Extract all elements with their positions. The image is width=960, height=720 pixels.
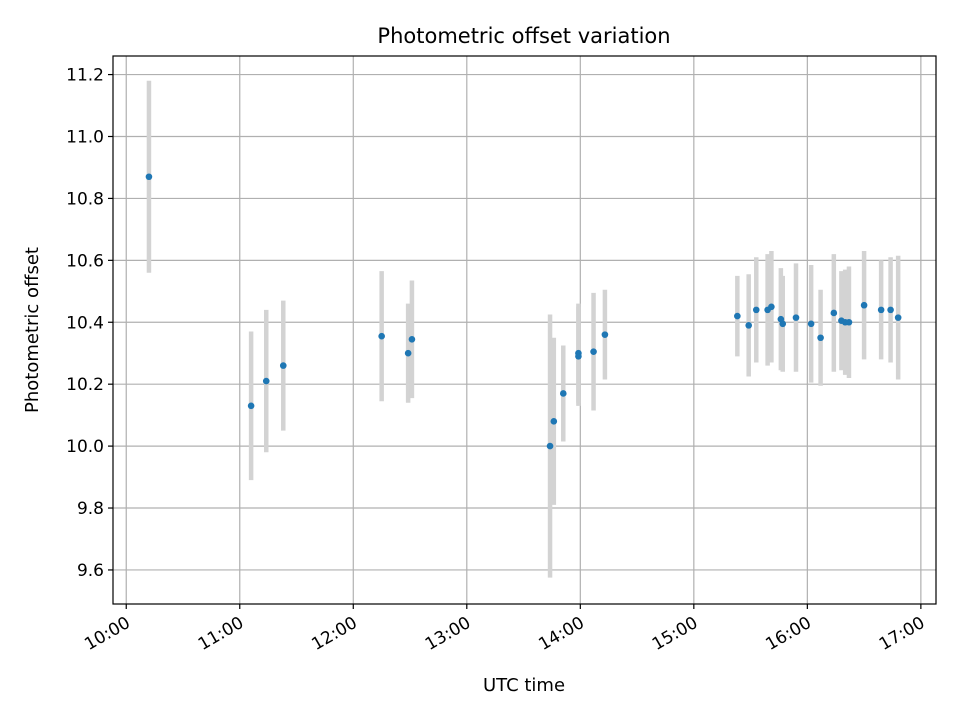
data-point [807, 320, 815, 328]
data-point [894, 314, 902, 321]
data-point [768, 303, 775, 311]
data-point [279, 362, 287, 369]
data-point [378, 332, 385, 340]
y-tick-label: 10.8 [66, 189, 104, 209]
data-point [601, 331, 609, 338]
data-point [845, 318, 853, 326]
x-tick-label: 17:00 [876, 613, 928, 655]
y-tick-label: 9.8 [77, 499, 104, 519]
data-point [792, 314, 800, 321]
x-tick-label: 13:00 [422, 613, 474, 655]
data-point [408, 335, 416, 343]
data-point [590, 348, 597, 355]
y-tick-label: 10.2 [66, 375, 104, 395]
data-point [559, 390, 567, 397]
x-axis-ticks: 10:00 11:00 12:00 13:00 14:00 15:00 16:00 17:00 [81, 604, 928, 655]
data-point [745, 322, 752, 329]
data-point [262, 377, 270, 385]
x-tick-label: 10:00 [81, 613, 133, 655]
data-point [877, 306, 885, 314]
x-tick-label: 16:00 [762, 613, 814, 655]
y-tick-label: 10.0 [66, 437, 104, 457]
data-point [546, 442, 554, 450]
x-tick-label: 12:00 [308, 613, 360, 655]
data-point [145, 173, 153, 181]
y-tick-label: 10.6 [66, 251, 104, 271]
x-tick-label: 11:00 [195, 613, 247, 655]
error-bars [146, 80, 901, 578]
data-point [734, 312, 741, 320]
x-axis-label: UTC time [483, 675, 565, 696]
y-tick-label: 11.0 [66, 127, 104, 147]
data-point [247, 402, 255, 410]
y-axis-ticks: 9.6 9.8 10.0 10.2 10.4 10.6 10.8 11.0 11.2 [66, 66, 113, 581]
plot-frame [112, 55, 937, 605]
y-tick-label: 11.2 [66, 66, 104, 86]
x-tick-label: 14:00 [535, 613, 587, 655]
data-point [575, 353, 582, 360]
y-tick-label: 10.4 [66, 313, 104, 333]
data-point [550, 418, 558, 425]
data-point [752, 306, 760, 314]
data-point [404, 349, 412, 357]
data-point [887, 306, 894, 314]
x-tick-label: 15:00 [649, 613, 701, 655]
data-point [860, 301, 868, 309]
chart-title: Photometric offset variation [377, 24, 670, 48]
data-point [830, 309, 838, 317]
y-axis-label: Photometric offset [22, 247, 43, 413]
data-point [779, 320, 787, 328]
y-tick-label: 9.6 [77, 561, 104, 581]
data-point [817, 334, 824, 342]
data-points [145, 173, 902, 450]
